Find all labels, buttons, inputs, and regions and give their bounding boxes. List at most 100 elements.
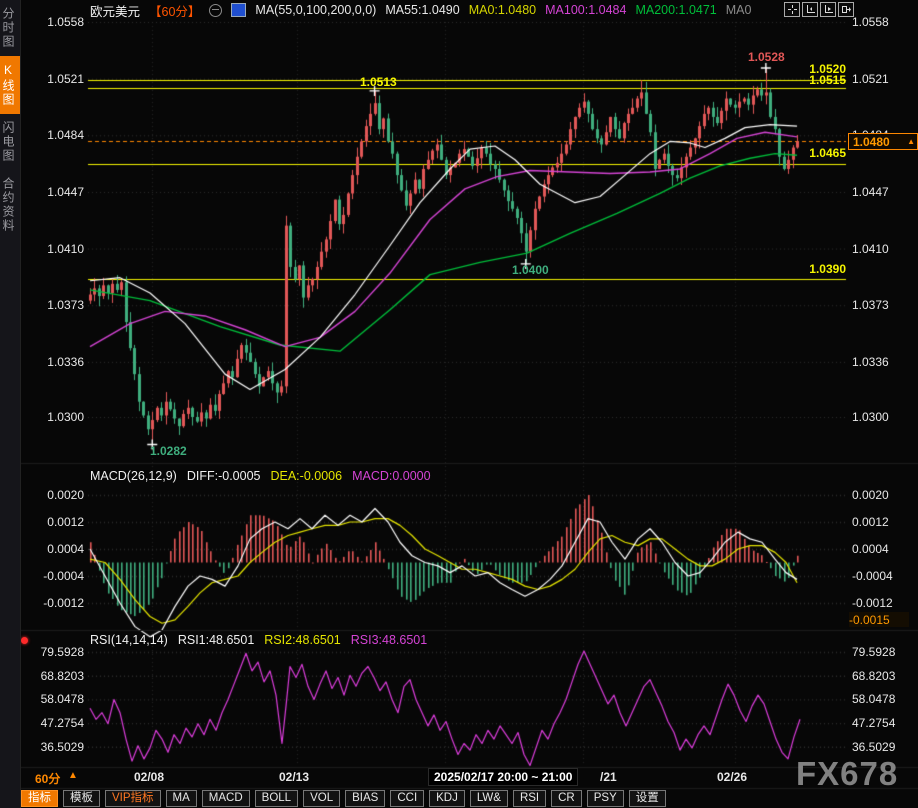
ma-chart-icon[interactable]	[231, 3, 246, 17]
rsi-axis-right-4: 36.5029	[852, 740, 916, 754]
crosshair-time-readout: 2025/02/17 20:00 ~ 21:00	[429, 769, 577, 785]
alarm-dot-icon	[21, 637, 28, 644]
rsi-axis-right-1: 68.8203	[852, 669, 916, 683]
rsi3-value: RSI3:48.6501	[351, 633, 427, 647]
toolbar-button-VOL[interactable]: VOL	[303, 790, 340, 807]
period-label: 【60分】	[149, 1, 200, 20]
ma0-value: MA0:1.0480	[469, 3, 536, 17]
main-axis-right-0: 1.0558	[852, 15, 916, 29]
rsi-axis-left-3: 47.2754	[20, 716, 84, 730]
main-axis-left-6: 1.0336	[20, 355, 84, 369]
rsi2-value: RSI2:48.6501	[264, 633, 340, 647]
rsi1-value: RSI1:48.6501	[178, 633, 254, 647]
main-axis-right-1: 1.0521	[852, 72, 916, 86]
macd-current-value: -0.0015	[849, 613, 890, 627]
main-axis-right-5: 1.0373	[852, 298, 916, 312]
date-label-2: /21	[600, 770, 617, 784]
ma200-value: MA200:1.0471	[635, 3, 716, 17]
left-sidebar: 分时图K线图闪电图合约资料	[0, 0, 21, 808]
indicator-toolbar: 指标模板 VIP指标 MA MACD BOLL VOL BIAS CCI KDJ LW&RSI CR…	[21, 790, 666, 807]
macd-axis-right-4: -0.0012	[852, 596, 916, 610]
current-price-box: 1.0480 ▲	[848, 133, 918, 150]
ma-settings: MA(55,0,100,200,0,0)	[255, 3, 376, 17]
toolbar-button-CR[interactable]: CR	[551, 790, 582, 807]
rsi-axis-right-0: 79.5928	[852, 645, 916, 659]
chart-canvas[interactable]	[0, 0, 918, 808]
macd-axis-right-3: -0.0004	[852, 569, 916, 583]
sidebar-tab-0[interactable]: 分时图	[0, 0, 20, 56]
toolbar-button-BOLL[interactable]: BOLL	[255, 790, 298, 807]
annotation-1.0465: 1.0465	[760, 146, 846, 160]
main-axis-left-2: 1.0484	[20, 128, 84, 142]
sidebar-tab-3[interactable]: 合约资料	[0, 170, 20, 240]
macd-diff-value: DIFF:-0.0005	[187, 469, 261, 483]
pan-right-button[interactable]	[838, 2, 854, 17]
rsi-axis-right-3: 47.2754	[852, 716, 916, 730]
toolbar-button-设置[interactable]: 设置	[629, 790, 666, 807]
annotation-1.0515: 1.0515	[760, 73, 846, 87]
rsi-axis-left-0: 79.5928	[20, 645, 84, 659]
annotation-1.0282: 1.0282	[150, 444, 187, 458]
macd-axis-left-2: 0.0004	[20, 542, 84, 556]
macd-axis-right-0: 0.0020	[852, 488, 916, 502]
rsi-axis-left-1: 68.8203	[20, 669, 84, 683]
rsi-axis-left-2: 58.0478	[20, 692, 84, 706]
timeframe-label[interactable]: 60分	[35, 770, 60, 787]
ma-extra: MA0	[726, 3, 752, 17]
macd-axis-left-3: -0.0004	[20, 569, 84, 583]
toolbar-button-CCI[interactable]: CCI	[390, 790, 424, 807]
macd-dea-value: DEA:-0.0006	[270, 469, 342, 483]
price-up-arrow-icon: ▲	[907, 138, 915, 146]
time-axis: 60分 ▲ 2025/02/17 20:00 ~ 21:00 02/08 02/1…	[0, 769, 918, 787]
date-label-3: 02/26	[717, 770, 747, 784]
axis-shift-button[interactable]	[820, 2, 836, 17]
main-axis-left-3: 1.0447	[20, 185, 84, 199]
crosshair-tool-button[interactable]	[784, 2, 800, 17]
macd-macd-value: MACD:0.0000	[352, 469, 431, 483]
chart-application: 分时图K线图闪电图合约资料 欧元美元 【60分】 MA(55,0,100,200…	[0, 0, 918, 808]
window-tool-buttons	[784, 2, 854, 17]
main-axis-left-4: 1.0410	[20, 242, 84, 256]
sidebar-tab-2[interactable]: 闪电图	[0, 114, 20, 170]
rsi-axis-left-4: 36.5029	[20, 740, 84, 754]
toolbar-button-指标[interactable]: 指标	[21, 790, 58, 807]
macd-header: MACD(26,12,9) DIFF:-0.0005 DEA:-0.0006 M…	[90, 469, 431, 483]
toolbar-button-模板[interactable]: 模板	[63, 790, 100, 807]
annotation-1.0513: 1.0513	[360, 75, 397, 89]
ma100-value: MA100:1.0484	[545, 3, 626, 17]
minus-circle-icon[interactable]	[209, 4, 222, 17]
symbol-title: 欧元美元	[90, 1, 140, 20]
toolbar-button-MA[interactable]: MA	[166, 790, 197, 807]
toolbar-button-LW&[interactable]: LW&	[470, 790, 508, 807]
date-label-1: 02/13	[279, 770, 309, 784]
main-axis-left-1: 1.0521	[20, 72, 84, 86]
rsi-title: RSI(14,14,14)	[90, 633, 168, 647]
sidebar-tab-1[interactable]: K线图	[0, 56, 20, 114]
rsi-axis-right-2: 58.0478	[852, 692, 916, 706]
annotation-1.0390: 1.0390	[760, 262, 846, 276]
macd-axis-right-1: 0.0012	[852, 515, 916, 529]
toolbar-button-BIAS[interactable]: BIAS	[345, 790, 385, 807]
macd-axis-left-0: 0.0020	[20, 488, 84, 502]
main-axis-right-3: 1.0447	[852, 185, 916, 199]
main-axis-left-7: 1.0300	[20, 410, 84, 424]
toolbar-button-VIP指标[interactable]: VIP指标	[105, 790, 161, 807]
toolbar-button-RSI[interactable]: RSI	[513, 790, 546, 807]
date-label-0: 02/08	[134, 770, 164, 784]
rsi-header: RSI(14,14,14) RSI1:48.6501 RSI2:48.6501 …	[90, 633, 427, 647]
timeframe-arrow-icon[interactable]: ▲	[68, 770, 78, 781]
macd-title: MACD(26,12,9)	[90, 469, 177, 483]
chart-header: 欧元美元 【60分】 MA(55,0,100,200,0,0) MA55:1.0…	[90, 2, 751, 18]
toolbar-button-KDJ[interactable]: KDJ	[429, 790, 465, 807]
macd-current-box: -0.0015	[849, 612, 909, 627]
axis-zoom-button[interactable]	[802, 2, 818, 17]
toolbar-button-MACD[interactable]: MACD	[202, 790, 250, 807]
main-axis-right-6: 1.0336	[852, 355, 916, 369]
ma55-value: MA55:1.0490	[385, 3, 459, 17]
main-axis-left-5: 1.0373	[20, 298, 84, 312]
toolbar-button-PSY[interactable]: PSY	[587, 790, 624, 807]
main-axis-right-7: 1.0300	[852, 410, 916, 424]
macd-axis-right-2: 0.0004	[852, 542, 916, 556]
annotation-1.0400: 1.0400	[512, 263, 549, 277]
macd-axis-left-1: 0.0012	[20, 515, 84, 529]
